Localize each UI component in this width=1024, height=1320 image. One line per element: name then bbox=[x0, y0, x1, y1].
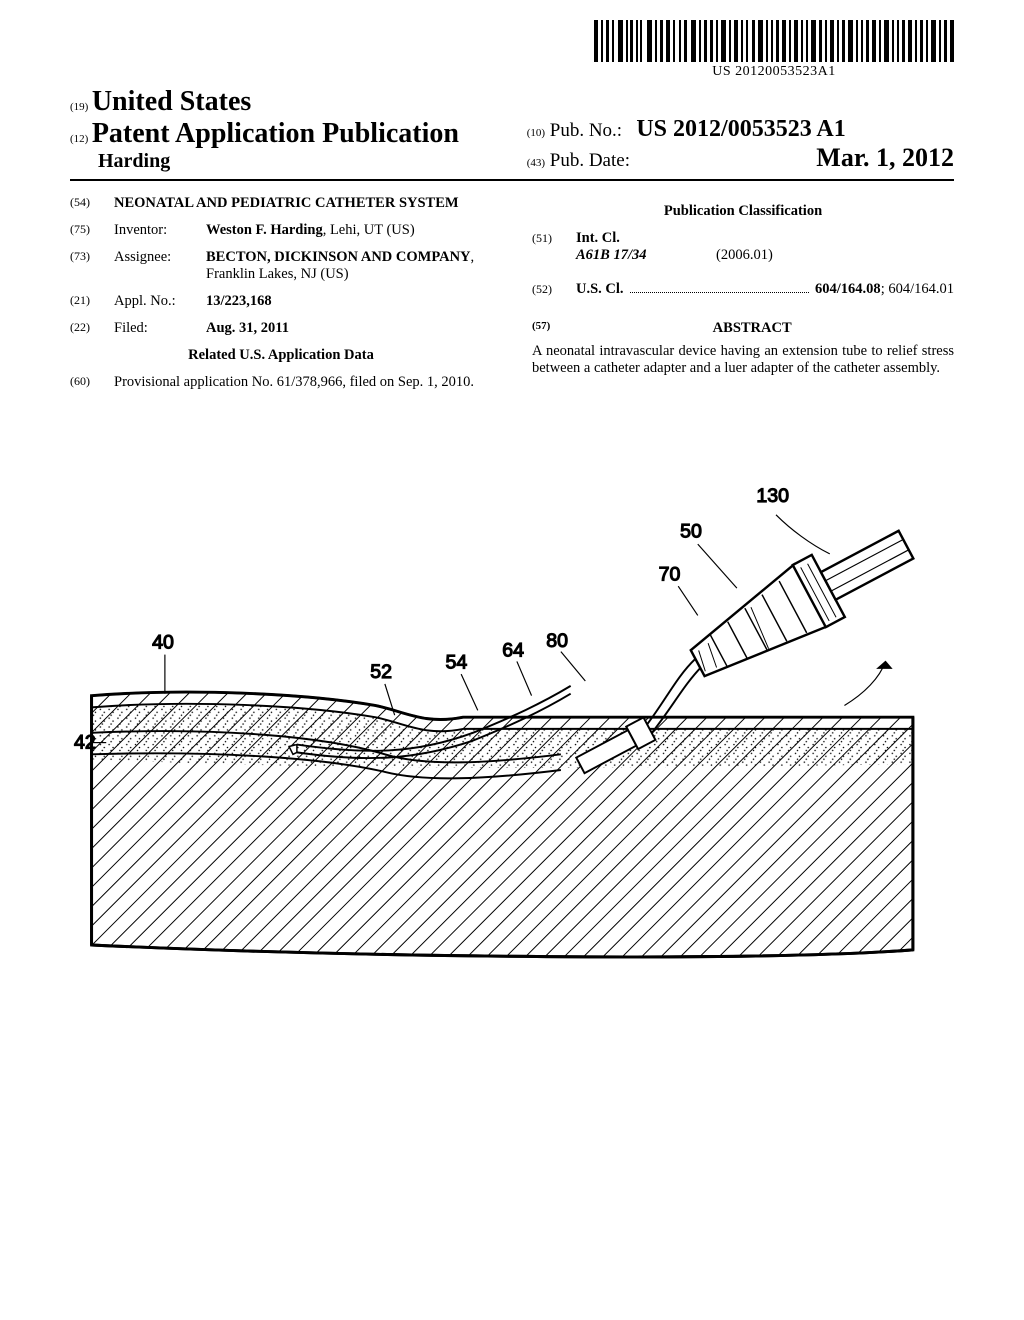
inventor-value: Weston F. Harding, Lehi, UT (US) bbox=[206, 222, 492, 239]
inid-intcl: (51) bbox=[532, 231, 576, 246]
intcl-symbol: A61B 17/34 bbox=[576, 247, 716, 264]
abstract-heading: ABSTRACT bbox=[713, 320, 792, 336]
inventor-row: (75) Inventor: Weston F. Harding, Lehi, … bbox=[70, 222, 492, 239]
inid-provisional: (60) bbox=[70, 374, 114, 391]
related-appdata-heading: Related U.S. Application Data bbox=[70, 347, 492, 364]
header-left: (19) United States (12) Patent Applicati… bbox=[70, 86, 519, 173]
invention-title: NEONATAL AND PEDIATRIC CATHETER SYSTEM bbox=[114, 195, 492, 212]
barcode-text: US 20120053523A1 bbox=[594, 64, 954, 80]
filed-value: Aug. 31, 2011 bbox=[206, 320, 492, 337]
uscl-label: U.S. Cl. bbox=[576, 281, 624, 298]
pubno-label: Pub. No.: bbox=[550, 120, 622, 141]
header: (19) United States (12) Patent Applicati… bbox=[70, 86, 954, 173]
intcl-label: Int. Cl. bbox=[576, 230, 954, 247]
inid-assignee: (73) bbox=[70, 249, 114, 283]
biblio-left: (54) NEONATAL AND PEDIATRIC CATHETER SYS… bbox=[70, 195, 492, 401]
uscl-value: 604/164.08; 604/164.01 bbox=[815, 281, 954, 298]
inid-uscl: (52) bbox=[532, 282, 576, 297]
applno-row: (21) Appl. No.: 13/223,168 bbox=[70, 293, 492, 310]
pubdate-label: Pub. Date: bbox=[550, 150, 630, 171]
ref-40: 40 bbox=[152, 632, 174, 654]
ref-50: 50 bbox=[680, 520, 702, 542]
ref-80: 80 bbox=[546, 630, 568, 652]
inventor-name: Weston F. Harding bbox=[206, 222, 323, 238]
figure-svg: 130 50 70 80 64 54 52 bbox=[72, 461, 952, 969]
bibliographic-data: (54) NEONATAL AND PEDIATRIC CATHETER SYS… bbox=[70, 195, 954, 401]
inid-doctype: (12) bbox=[70, 133, 88, 145]
barcode-region: US 20120053523A1 bbox=[70, 20, 954, 80]
country: United States bbox=[92, 86, 251, 117]
inid-pubno: (10) bbox=[527, 127, 545, 139]
inid-title: (54) bbox=[70, 195, 114, 212]
ref-54: 54 bbox=[446, 651, 468, 673]
assignee-value: BECTON, DICKINSON AND COMPANY, Franklin … bbox=[206, 249, 492, 283]
ref-52: 52 bbox=[370, 661, 392, 683]
pubdate-value: Mar. 1, 2012 bbox=[816, 143, 954, 173]
ref-42: 42 bbox=[74, 731, 96, 753]
inventor-loc: , Lehi, UT (US) bbox=[323, 222, 415, 238]
uscl-main: 604/164.08 bbox=[815, 281, 881, 297]
invention-title-row: (54) NEONATAL AND PEDIATRIC CATHETER SYS… bbox=[70, 195, 492, 212]
header-rule bbox=[70, 179, 954, 181]
doc-type: Patent Application Publication bbox=[92, 118, 459, 149]
barcode: US 20120053523A1 bbox=[594, 20, 954, 80]
header-inventor-surname: Harding bbox=[98, 150, 170, 172]
inid-abstract: (57) bbox=[532, 320, 550, 332]
dot-leader bbox=[630, 280, 809, 293]
abstract-heading-row: (57) ABSTRACT bbox=[532, 320, 954, 337]
patent-figure: 130 50 70 80 64 54 52 bbox=[70, 461, 954, 974]
ref-130: 130 bbox=[756, 485, 789, 507]
assignee-label: Assignee: bbox=[114, 249, 206, 283]
assignee-row: (73) Assignee: BECTON, DICKINSON AND COM… bbox=[70, 249, 492, 283]
inid-filed: (22) bbox=[70, 320, 114, 337]
abstract-text: A neonatal intravascular device having a… bbox=[532, 343, 954, 377]
inid-applno: (21) bbox=[70, 293, 114, 310]
barcode-svg bbox=[594, 20, 954, 62]
ref-64: 64 bbox=[502, 640, 524, 662]
classification-heading: Publication Classification bbox=[532, 203, 954, 220]
tissue-block bbox=[92, 692, 913, 957]
provisional-row: (60) Provisional application No. 61/378,… bbox=[70, 374, 492, 391]
inid-country: (19) bbox=[70, 101, 88, 113]
biblio-right: Publication Classification (51) Int. Cl.… bbox=[532, 195, 954, 401]
applno-value: 13/223,168 bbox=[206, 293, 492, 310]
header-right: (10) Pub. No.: US 2012/0053523 A1 (43) P… bbox=[519, 86, 954, 173]
inventor-label: Inventor: bbox=[114, 222, 206, 239]
uscl-rest: ; 604/164.01 bbox=[881, 281, 954, 297]
intcl-edition: (2006.01) bbox=[716, 247, 773, 264]
provisional-text: Provisional application No. 61/378,966, … bbox=[114, 374, 492, 391]
filed-label: Filed: bbox=[114, 320, 206, 337]
pubno-value: US 2012/0053523 A1 bbox=[636, 116, 845, 142]
intcl-row: (51) Int. Cl. A61B 17/34 (2006.01) bbox=[532, 230, 954, 264]
uscl-row: (52) U.S. Cl. 604/164.08; 604/164.01 bbox=[532, 280, 954, 298]
filed-row: (22) Filed: Aug. 31, 2011 bbox=[70, 320, 492, 337]
inid-inventor: (75) bbox=[70, 222, 114, 239]
applno-label: Appl. No.: bbox=[114, 293, 206, 310]
inid-pubdate: (43) bbox=[527, 157, 545, 169]
ref-70: 70 bbox=[659, 563, 681, 585]
assignee-name: BECTON, DICKINSON AND COMPANY bbox=[206, 249, 471, 265]
